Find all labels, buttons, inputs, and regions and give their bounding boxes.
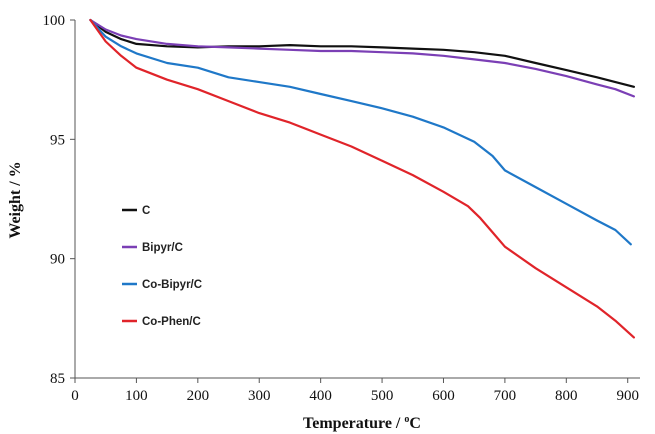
x-tick-label: 0 bbox=[71, 388, 79, 404]
x-tick-label: 700 bbox=[494, 388, 517, 404]
y-axis-title: Weight / % bbox=[7, 161, 24, 238]
legend: C Bipyr/C Co-Bipyr/C Co-Phen/C bbox=[122, 205, 202, 328]
x-tick-label: 400 bbox=[309, 388, 332, 404]
x-tick-label: 100 bbox=[125, 388, 148, 404]
x-tick-label: 600 bbox=[432, 388, 455, 404]
series-line-c bbox=[89, 18, 636, 88]
legend-label-c: C bbox=[142, 205, 150, 217]
series-line-co-bipyr-c bbox=[89, 18, 632, 246]
legend-label-co-bipyr-c: Co-Bipyr/C bbox=[142, 279, 202, 291]
y-tick-label: 90 bbox=[50, 252, 65, 268]
x-tick-label: 500 bbox=[371, 388, 394, 404]
series-layer bbox=[89, 18, 636, 339]
legend-label-bipyr-c: Bipyr/C bbox=[142, 242, 183, 254]
x-axis-title-text: Temperature / bbox=[303, 415, 404, 432]
x-axis-title-superscript: o bbox=[404, 414, 409, 425]
y-tick-label: 85 bbox=[50, 371, 65, 387]
x-axis-title-unit: C bbox=[409, 415, 421, 432]
y-tick-label: 95 bbox=[50, 132, 65, 148]
x-tick-label: 800 bbox=[555, 388, 578, 404]
legend-label-co-phen-c: Co-Phen/C bbox=[142, 316, 201, 328]
axes bbox=[74, 20, 640, 379]
x-tick-label: 300 bbox=[248, 388, 271, 404]
ticks: 0 100 200 300 400 500 600 700 800 900 85 90 95 100 bbox=[43, 13, 639, 404]
y-tick-label: 100 bbox=[43, 13, 66, 29]
series-line-co-phen-c bbox=[89, 18, 636, 339]
series-line-bipyr-c bbox=[89, 18, 636, 98]
x-tick-label: 200 bbox=[187, 388, 210, 404]
x-tick-label: 900 bbox=[616, 388, 639, 404]
x-axis-title: Temperature / oC bbox=[303, 414, 421, 432]
